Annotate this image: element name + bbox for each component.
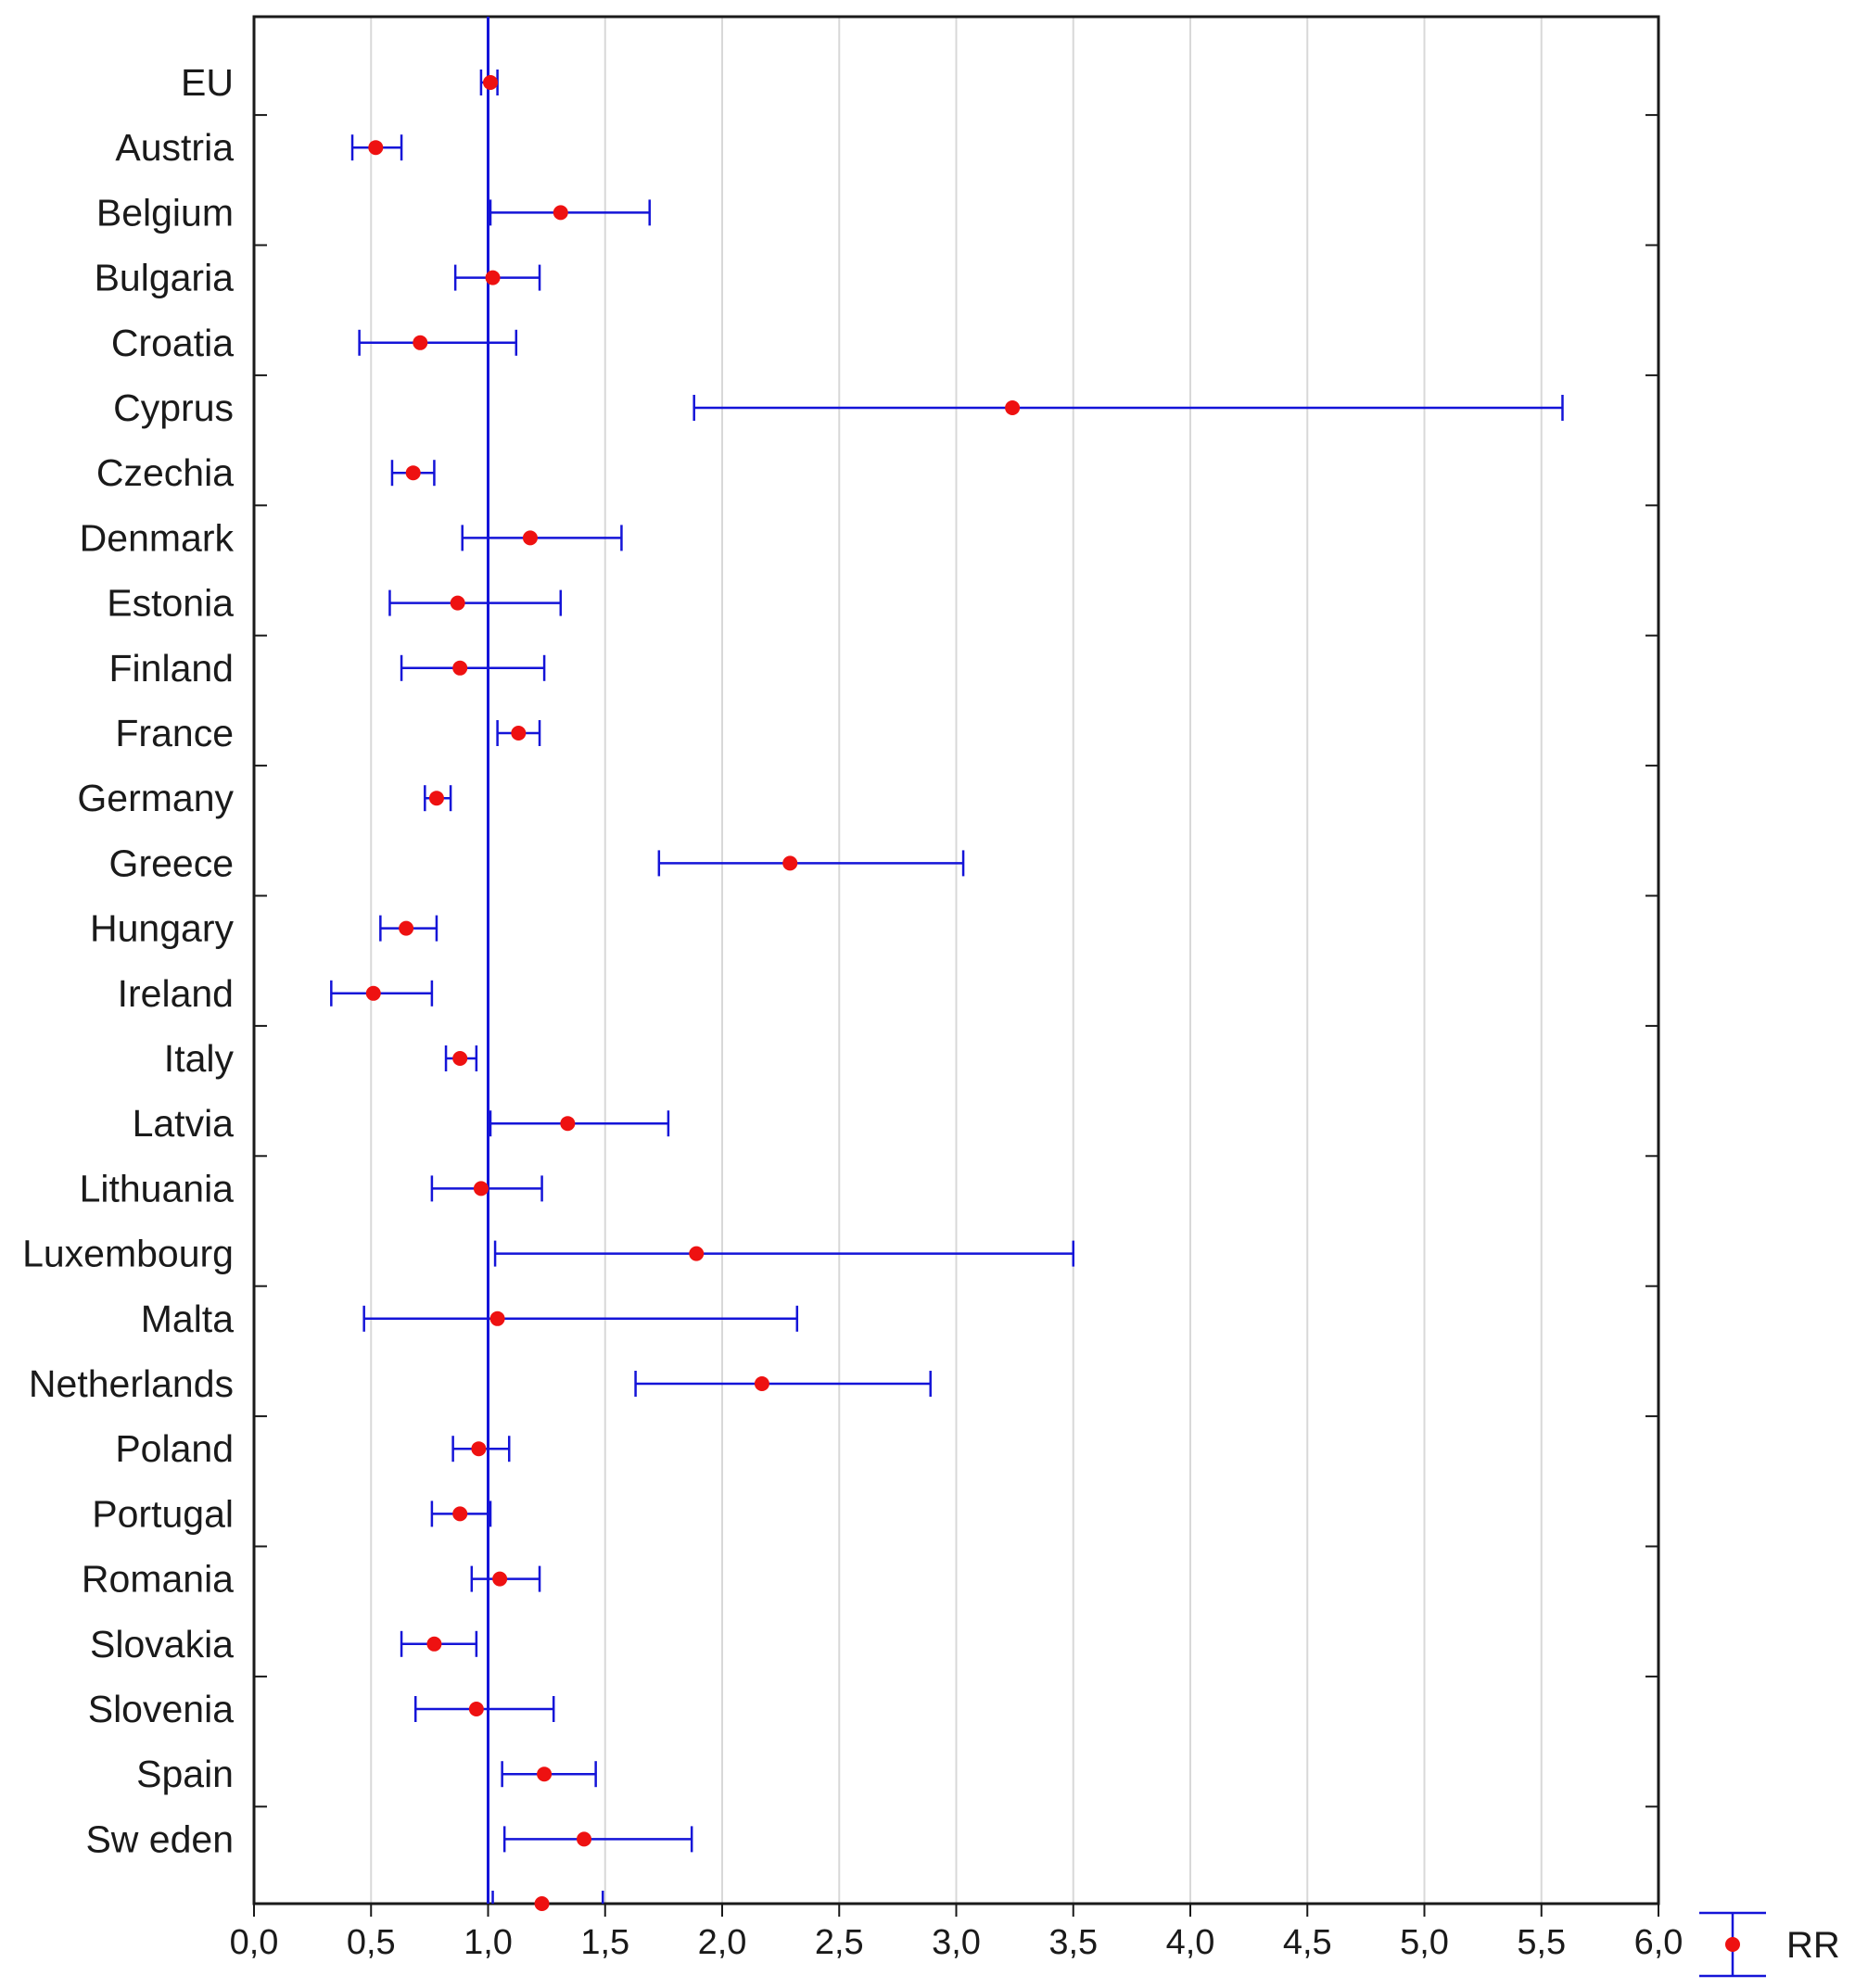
legend-label: RR [1786, 1925, 1840, 1966]
rr-point [754, 1376, 769, 1391]
category-label: Lithuania [80, 1167, 235, 1209]
category-label: France [115, 712, 234, 754]
x-tick-label: 4,0 [1166, 1923, 1215, 1962]
rr-point [452, 660, 468, 676]
confidence-intervals [330, 70, 1564, 1904]
rr-point [365, 985, 381, 1001]
category-label: Latvia [133, 1102, 235, 1145]
legend-point [1725, 1937, 1740, 1952]
category-label: Romania [82, 1558, 234, 1601]
x-tick-label: 4,5 [1283, 1923, 1332, 1962]
category-label: Portugal [92, 1492, 234, 1535]
x-tick-label: 2,5 [815, 1923, 864, 1962]
rr-point [452, 1051, 468, 1066]
legend: RR [1699, 1911, 1840, 1978]
rr-point [534, 1896, 550, 1911]
category-label: Malta [141, 1298, 234, 1340]
category-label: Croatia [111, 322, 234, 364]
rr-point [1005, 400, 1021, 415]
x-tick-label: 1,0 [464, 1923, 513, 1962]
rr-points [365, 75, 1021, 1911]
rr-point [450, 595, 465, 611]
rr-point [483, 75, 499, 90]
category-label: Austria [115, 126, 234, 169]
category-label: Greece [109, 842, 234, 884]
rr-point [553, 205, 568, 221]
category-label: Denmark [80, 516, 235, 559]
rr-point [452, 1506, 468, 1522]
category-label: Czechia [96, 451, 234, 494]
rr-point [492, 1571, 508, 1587]
category-label: Spain [136, 1753, 234, 1795]
rr-point [426, 1636, 442, 1652]
category-label: Sw eden [85, 1817, 234, 1860]
x-axis-tick-labels: 0,0 0,5 1,0 1,5 2,0 2,5 3,0 3,5 4,0 4,5 5,0 5,5 6,0 [230, 1923, 1683, 1962]
category-label: Estonia [107, 582, 234, 625]
category-label: Bulgaria [95, 257, 235, 299]
x-tick-label: 0,5 [347, 1923, 396, 1962]
rr-point [577, 1831, 592, 1847]
category-label: Slovenia [88, 1688, 234, 1730]
rr-point [428, 791, 444, 806]
rr-point [689, 1246, 705, 1261]
category-label: Luxembourg [22, 1233, 234, 1275]
row-separator-ticks [254, 114, 1658, 1808]
rr-point [560, 1116, 576, 1132]
x-tick-label: 3,5 [1048, 1923, 1098, 1962]
x-tick-label: 5,5 [1517, 1923, 1566, 1962]
rr-point [399, 920, 414, 936]
category-label: Germany [77, 777, 234, 819]
x-tick-label: 0,0 [230, 1923, 279, 1962]
category-label: Slovakia [90, 1623, 234, 1665]
x-tick-label: 5,0 [1400, 1923, 1449, 1962]
category-label: Netherlands [29, 1362, 234, 1405]
category-label: EU [181, 61, 234, 104]
category-label: Finland [109, 647, 234, 690]
x-tick-label: 3,0 [932, 1923, 981, 1962]
category-label: Ireland [118, 972, 234, 1015]
rr-point [471, 1441, 487, 1457]
x-axis-ticks [253, 1904, 1659, 1917]
rr-point [782, 855, 798, 871]
category-label: Italy [164, 1037, 235, 1080]
category-label: Belgium [96, 191, 234, 234]
x-tick-label: 1,5 [580, 1923, 629, 1962]
category-label: Cyprus [113, 386, 234, 429]
rr-point [522, 530, 538, 546]
x-tick-label: 6,0 [1634, 1923, 1683, 1962]
rr-point [489, 1311, 505, 1326]
category-labels: EU Austria Belgium Bulgaria Croatia Cyprus Cze… [22, 61, 234, 1860]
rr-point [468, 1702, 484, 1716]
vertical-grid [370, 17, 1543, 1904]
rr-point [511, 726, 527, 741]
rr-point [485, 270, 501, 285]
rr-point [473, 1181, 489, 1197]
category-label: Hungary [90, 907, 234, 950]
x-tick-label: 2,0 [698, 1923, 747, 1962]
rr-point [537, 1766, 553, 1782]
rr-point [405, 465, 421, 481]
rr-point [413, 335, 428, 350]
rr-point [368, 140, 384, 156]
category-label: Poland [115, 1427, 234, 1470]
